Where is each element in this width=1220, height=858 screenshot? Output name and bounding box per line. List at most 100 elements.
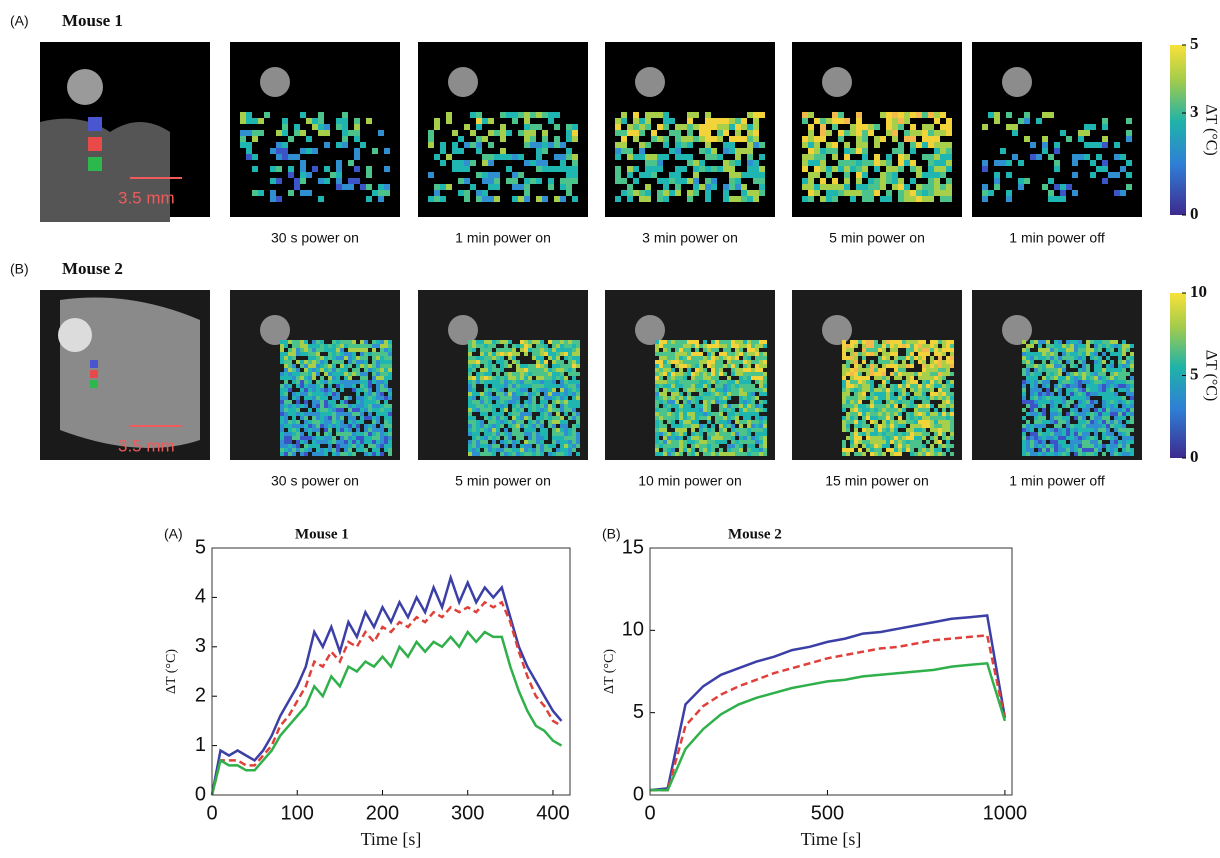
heat-pixel [556,352,560,356]
heat-pixel [878,404,882,408]
heat-pixel [707,408,711,412]
heat-pixel [512,384,516,388]
heat-pixel [482,118,488,124]
heat-pixel [378,196,384,202]
panel-label: (A) [164,526,183,542]
heat-pixel [480,428,484,432]
heat-pixel [1102,376,1106,380]
heat-pixel [930,344,934,348]
heat-pixel [946,404,950,408]
heat-pixel [1030,436,1034,440]
heat-pixel [464,160,470,166]
heat-pixel [850,404,854,408]
heat-pixel [488,356,492,360]
heat-pixel [930,444,934,448]
heat-pixel [572,352,576,356]
heat-pixel [1126,388,1130,392]
heat-pixel [940,184,946,190]
heat-pixel [512,376,516,380]
heat-pixel [675,416,679,420]
heat-pixel [554,112,560,118]
heat-pixel [296,376,300,380]
heat-pixel [336,356,340,360]
heat-pixel [328,408,332,412]
heat-pixel [340,340,344,344]
heat-pixel [1106,340,1110,344]
heat-pixel [1126,118,1132,124]
heat-pixel [508,364,512,368]
heat-pixel [296,404,300,408]
heat-pixel [468,348,472,352]
heat-pixel [858,340,862,344]
heat-pixel [878,444,882,448]
heat-pixel [994,178,1000,184]
caption: 5 min power on [455,473,551,489]
heat-pixel [868,178,874,184]
heat-pixel [376,392,380,396]
heat-pixel [488,154,494,160]
heat-pixel [480,340,484,344]
heat-pixel [1082,388,1086,392]
heat-pixel [663,404,667,408]
heat-pixel [655,372,659,376]
heat-pixel [727,392,731,396]
heat-pixel [874,344,878,348]
heat-pixel [548,184,554,190]
heat-pixel [1106,396,1110,400]
heat-pixel [1086,396,1090,400]
heat-pixel [755,404,759,408]
heat-pixel [934,178,940,184]
heat-pixel [340,452,344,456]
heat-pixel [1106,424,1110,428]
heat-pixel [856,142,862,148]
heat-pixel [380,376,384,380]
heat-pixel [340,356,344,360]
heat-pixel [536,352,540,356]
heat-pixel [902,440,906,444]
heat-pixel [904,160,910,166]
heat-pixel [488,118,494,124]
heat-pixel [556,344,560,348]
heat-pixel [300,392,304,396]
heat-pixel [384,380,388,384]
heat-pixel [763,392,767,396]
heat-pixel [556,400,560,404]
heat-pixel [926,424,930,428]
heat-pixel [568,384,572,388]
heat-pixel [627,124,633,130]
heat-pixel [826,166,832,172]
heat-pixel [316,392,320,396]
heat-pixel [739,424,743,428]
heat-pixel [1022,428,1026,432]
heat-pixel [671,356,675,360]
heat-pixel [484,348,488,352]
heat-pixel [572,154,578,160]
heat-pixel [906,364,910,368]
heat-pixel [1070,448,1074,452]
heat-pixel [368,452,372,456]
heat-pixel [536,404,540,408]
heat-pixel [1026,360,1030,364]
heat-pixel [1114,392,1118,396]
heat-pixel [504,344,508,348]
heat-pixel [1046,428,1050,432]
heat-pixel [940,196,946,202]
heat-pixel [1118,444,1122,448]
heat-pixel [1106,444,1110,448]
heat-pixel [376,408,380,412]
heat-pixel [284,412,288,416]
heat-pixel [542,160,548,166]
heat-pixel [440,184,446,190]
heat-pixel [723,184,729,190]
heat-pixel [324,178,330,184]
heat-pixel [707,448,711,452]
heat-pixel [540,424,544,428]
heat-pixel [270,148,276,154]
y-tick-label: 0 [633,783,644,805]
heat-pixel [468,340,472,344]
heat-pixel [1102,436,1106,440]
heat-pixel [846,404,850,408]
heat-pixel [1094,444,1098,448]
heat-pixel [886,172,892,178]
heat-pixel [332,344,336,348]
